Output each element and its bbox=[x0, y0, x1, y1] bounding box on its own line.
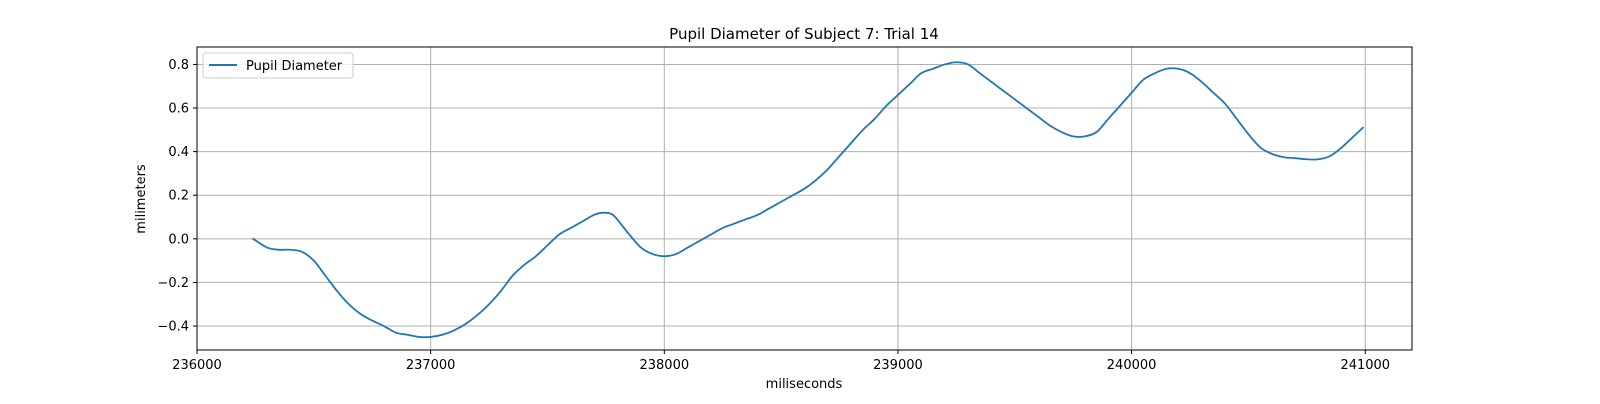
legend-frame bbox=[202, 52, 354, 79]
y-tick-label: 0.0 bbox=[168, 232, 189, 247]
axis-ticks: 236000 237000 238000 239000 240000 241000 −0.4… bbox=[157, 58, 1390, 373]
y-tick-label: 0.8 bbox=[168, 58, 189, 73]
series-layer bbox=[252, 61, 1364, 339]
y-tick-label: 0.4 bbox=[168, 145, 189, 160]
x-tick-label: 240000 bbox=[1107, 358, 1157, 373]
x-axis-label: miliseconds bbox=[766, 377, 843, 392]
x-tick-label: 237000 bbox=[406, 358, 456, 373]
y-tick-label: 0.2 bbox=[168, 189, 189, 204]
y-tick-label: −0.4 bbox=[157, 320, 189, 335]
y-axis-label: milimeters bbox=[134, 164, 149, 234]
plot-frame bbox=[196, 46, 1413, 351]
legend-label: Pupil Diameter bbox=[246, 59, 343, 74]
x-tick-label: 239000 bbox=[873, 358, 923, 373]
x-tick-label: 241000 bbox=[1340, 358, 1390, 373]
y-tick-label: 0.6 bbox=[168, 102, 189, 117]
legend: Pupil Diameter bbox=[202, 52, 354, 79]
x-tick-label: 238000 bbox=[639, 358, 689, 373]
x-tick-label: 236000 bbox=[172, 358, 222, 373]
series-line-pupil-diameter bbox=[252, 61, 1364, 339]
grid bbox=[196, 47, 1412, 350]
y-tick-label: −0.2 bbox=[157, 276, 189, 291]
chart-title: Pupil Diameter of Subject 7: Trial 14 bbox=[669, 25, 939, 43]
